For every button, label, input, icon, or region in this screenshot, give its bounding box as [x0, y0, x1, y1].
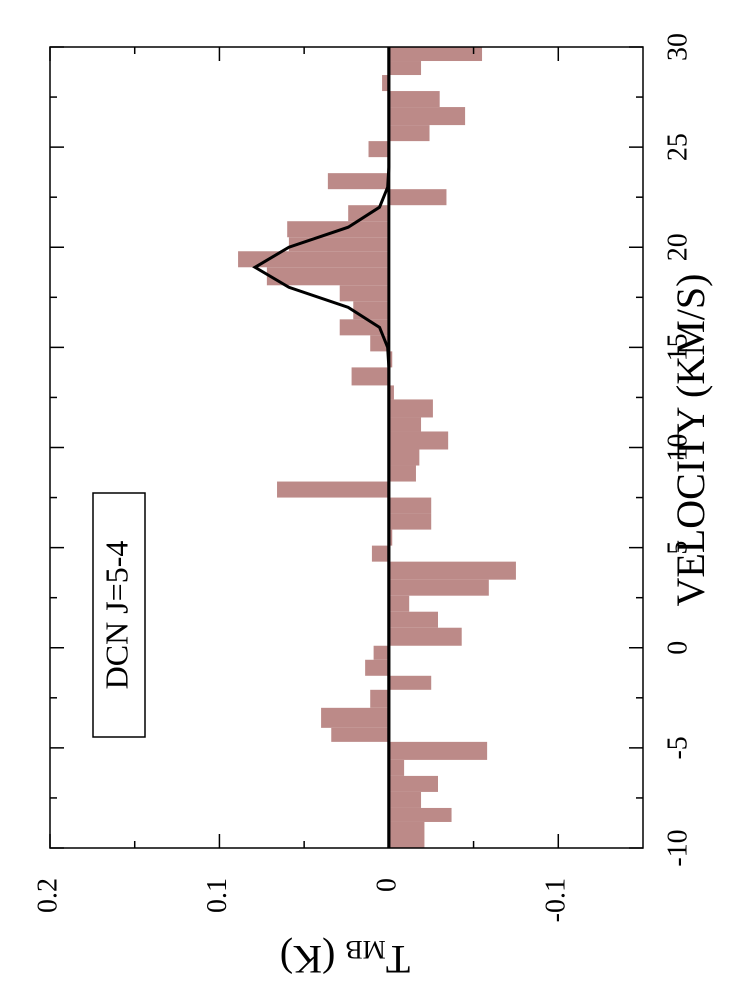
bar [388, 189, 447, 206]
x-tick-label: 25 [662, 133, 693, 161]
bar [388, 821, 425, 848]
y-axis-label: TMB (K) [280, 935, 410, 982]
bar [331, 727, 389, 742]
bar [388, 125, 430, 142]
bar [365, 659, 389, 676]
bar [382, 75, 389, 92]
y-label-sub: MB [345, 935, 385, 964]
bar [339, 319, 389, 336]
bar [371, 545, 389, 562]
bar [277, 481, 389, 498]
y-tick-label: 0.1 [202, 878, 233, 913]
bar [388, 107, 466, 126]
bar [388, 431, 449, 450]
bar [321, 707, 389, 728]
bar [388, 513, 432, 530]
fit-line [252, 47, 391, 848]
bar [351, 367, 389, 386]
bar [388, 399, 433, 418]
bar [388, 627, 462, 646]
bar [388, 561, 516, 580]
y-tick-label: 0.2 [32, 878, 63, 913]
y-tick-label: -0.1 [541, 878, 572, 922]
bar [327, 173, 389, 190]
x-tick-label: -10 [662, 829, 693, 866]
x-tick-label: 20 [662, 233, 693, 261]
bar [388, 449, 420, 466]
x-tick-label: 5 [662, 541, 693, 555]
bar [388, 497, 432, 514]
x-tick-label: 0 [662, 641, 693, 655]
bar [388, 465, 416, 482]
x-tick-label: 15 [662, 333, 693, 361]
rotated-plot: VELOCITY (KM/S) TMB (K) -10 -5 0 5 10 15 20 25 30… [32, 33, 713, 982]
bar [388, 579, 489, 596]
bar [388, 807, 452, 822]
bar [288, 237, 389, 252]
bar [388, 417, 422, 432]
annotation: DCN J=5-4 [98, 541, 134, 690]
bar [388, 91, 440, 108]
bar [388, 61, 422, 76]
bar [388, 47, 483, 62]
y-tick-label: 0 [371, 878, 402, 892]
bar [368, 141, 389, 158]
bar [353, 301, 389, 320]
bar [373, 645, 389, 660]
x-tick-label: -5 [662, 736, 693, 759]
y-label-main: T [386, 937, 410, 982]
x-tick-label: 10 [662, 434, 693, 462]
x-axis-label: VELOCITY (KM/S) [668, 274, 713, 607]
bar [388, 759, 405, 776]
x-tick-label: 30 [662, 33, 693, 61]
bar [388, 611, 438, 628]
bar [266, 267, 389, 286]
bar [388, 775, 438, 792]
bar [388, 791, 422, 808]
bar [370, 689, 389, 708]
y-label-unit: (K) [280, 937, 336, 982]
annotation-box [92, 492, 146, 738]
bar [388, 675, 432, 690]
bar [388, 595, 410, 612]
bar [388, 741, 488, 760]
bar [339, 285, 389, 302]
